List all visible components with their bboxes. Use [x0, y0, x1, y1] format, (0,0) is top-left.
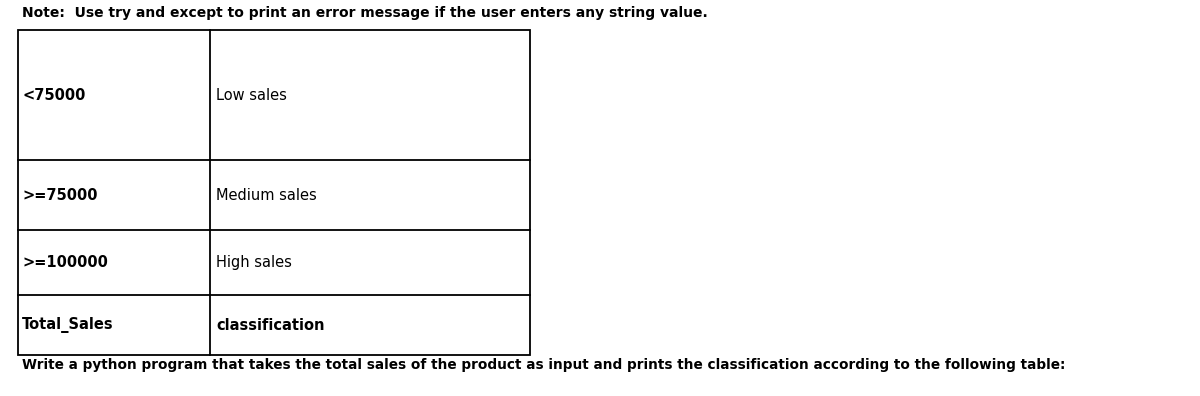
Text: Medium sales: Medium sales	[216, 187, 317, 202]
Text: Total_Sales: Total_Sales	[22, 317, 114, 333]
Text: High sales: High sales	[216, 255, 292, 270]
Text: >=100000: >=100000	[22, 255, 108, 270]
Text: >=75000: >=75000	[22, 187, 97, 202]
Text: Note:  Use try and except to print an error message if the user enters any strin: Note: Use try and except to print an err…	[22, 6, 708, 20]
Text: Low sales: Low sales	[216, 88, 287, 103]
Text: Write a python program that takes the total sales of the product as input and pr: Write a python program that takes the to…	[22, 358, 1066, 372]
Text: classification: classification	[216, 318, 324, 333]
Bar	[18, 30, 530, 355]
Text: <75000: <75000	[22, 88, 85, 103]
